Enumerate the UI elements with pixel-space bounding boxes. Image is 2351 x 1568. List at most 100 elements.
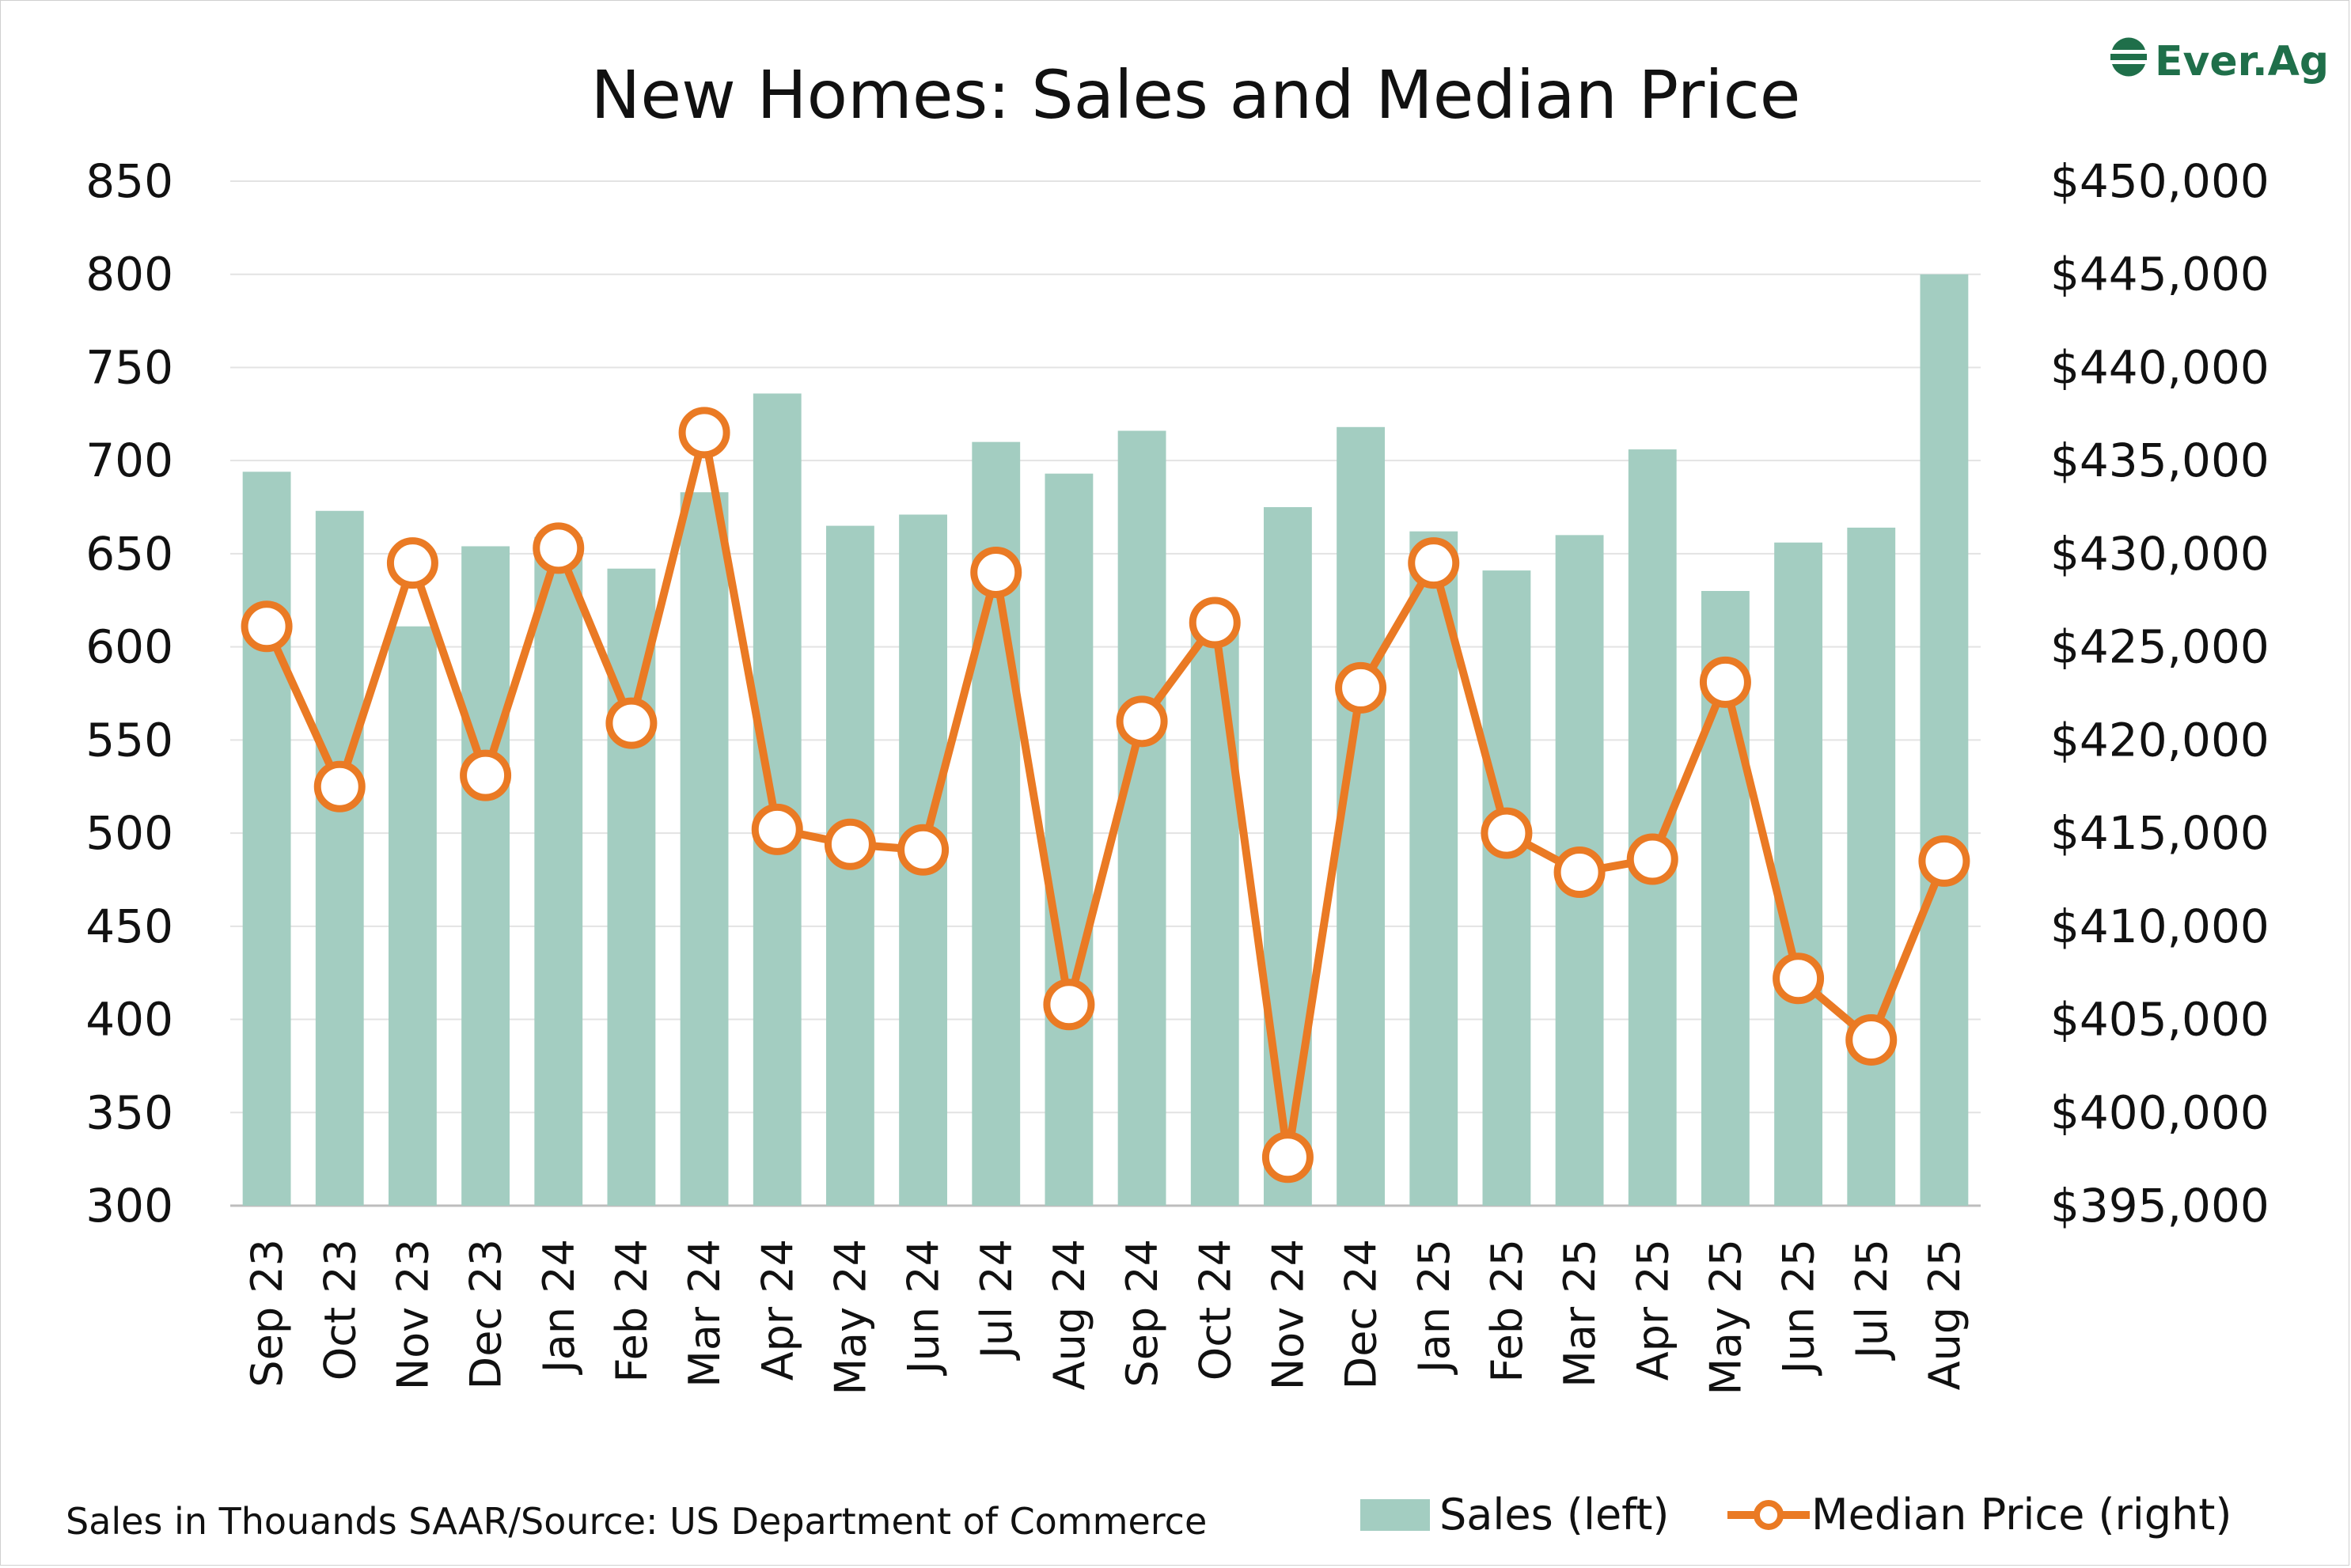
right-tick-label: $425,000 bbox=[2050, 620, 2269, 674]
median-price-point bbox=[241, 600, 293, 653]
x-tick-label: Dec 24 bbox=[1337, 1239, 1386, 1389]
left-tick-label: 800 bbox=[85, 248, 173, 301]
right-axis: $450,000 $445,000 $440,000 $435,000 $430,000… bbox=[2050, 154, 2269, 1233]
x-axis: Sep 23 Oct 23 Nov 23 Dec 23 Jan 24 Feb 24 Mar … bbox=[242, 1239, 1970, 1396]
median-price-point bbox=[1699, 656, 1751, 708]
legend-label-sales: Sales (left) bbox=[1439, 1490, 1670, 1540]
x-tick-label: Jul 24 bbox=[972, 1239, 1022, 1361]
x-tick-label: Nov 24 bbox=[1263, 1239, 1313, 1390]
x-tick-label: Mar 24 bbox=[680, 1239, 730, 1388]
x-tick-label: Jun 24 bbox=[899, 1239, 949, 1376]
left-tick-label: 300 bbox=[85, 1179, 173, 1233]
right-tick-label: $400,000 bbox=[2050, 1085, 2269, 1139]
left-tick-label: 750 bbox=[85, 340, 173, 394]
right-tick-label: $445,000 bbox=[2050, 248, 2269, 301]
left-axis: 850 800 750 700 650 600 550 500 450 400 350 300 bbox=[85, 154, 173, 1233]
source-footnote: Sales in Thouands SAAR/Source: US Depart… bbox=[66, 1500, 1207, 1543]
x-tick-label: Feb 25 bbox=[1482, 1239, 1532, 1383]
sales-bar bbox=[1190, 628, 1239, 1206]
median-price-point bbox=[1553, 846, 1606, 899]
x-tick-label: Mar 25 bbox=[1555, 1239, 1605, 1388]
legend: Sales (left) Median Price (right) bbox=[1360, 1490, 2232, 1540]
left-tick-label: 500 bbox=[85, 806, 173, 860]
sales-bars bbox=[242, 274, 1969, 1206]
legend-label-median-price: Median Price (right) bbox=[1811, 1490, 2232, 1540]
sales-bar bbox=[753, 393, 802, 1206]
left-tick-label: 600 bbox=[85, 620, 173, 674]
median-price-point bbox=[1335, 661, 1387, 714]
left-tick-label: 350 bbox=[85, 1085, 173, 1139]
median-price-point bbox=[533, 522, 585, 574]
median-price-point bbox=[1918, 835, 1970, 887]
sales-bar bbox=[1774, 542, 1822, 1206]
sales-bar bbox=[1920, 274, 1969, 1206]
right-tick-label: $415,000 bbox=[2050, 806, 2269, 860]
median-price-point bbox=[824, 818, 876, 870]
x-tick-label: Jan 25 bbox=[1409, 1239, 1459, 1375]
x-tick-label: Dec 23 bbox=[461, 1239, 511, 1389]
median-price-point bbox=[460, 749, 512, 801]
right-tick-label: $395,000 bbox=[2050, 1179, 2269, 1233]
left-tick-label: 450 bbox=[85, 900, 173, 953]
x-tick-label: Aug 25 bbox=[1920, 1239, 1970, 1390]
median-price-point bbox=[605, 697, 658, 749]
median-price-point bbox=[1408, 537, 1460, 589]
sales-bar bbox=[534, 536, 583, 1206]
legend-swatch-sales bbox=[1360, 1499, 1430, 1531]
gridlines bbox=[230, 180, 1981, 1207]
ever-ag-logo-icon bbox=[2110, 37, 2147, 77]
sales-bar bbox=[1482, 570, 1531, 1206]
median-price-point bbox=[1189, 597, 1241, 649]
sales-bar bbox=[680, 492, 729, 1206]
median-price-line bbox=[241, 407, 1970, 1184]
x-tick-label: Aug 24 bbox=[1045, 1239, 1094, 1390]
median-price-polyline bbox=[263, 428, 1948, 1161]
x-tick-label: Nov 23 bbox=[388, 1239, 438, 1390]
sales-bar bbox=[1117, 430, 1166, 1206]
sales-bar bbox=[1847, 527, 1896, 1206]
x-tick-label: Oct 23 bbox=[315, 1239, 365, 1381]
right-tick-label: $430,000 bbox=[2050, 527, 2269, 581]
x-tick-label: Oct 24 bbox=[1190, 1239, 1240, 1381]
x-tick-label: Jul 25 bbox=[1847, 1239, 1897, 1361]
median-price-point bbox=[1845, 1013, 1898, 1066]
sales-bar bbox=[1045, 473, 1094, 1206]
median-price-point bbox=[897, 824, 950, 876]
median-price-point bbox=[751, 803, 803, 855]
x-tick-label: Jan 24 bbox=[534, 1239, 584, 1375]
median-price-point bbox=[1481, 807, 1533, 859]
x-tick-label: Sep 23 bbox=[242, 1239, 292, 1388]
right-tick-label: $450,000 bbox=[2050, 154, 2269, 208]
left-tick-label: 850 bbox=[85, 154, 173, 208]
right-tick-label: $435,000 bbox=[2050, 434, 2269, 487]
sales-bar bbox=[461, 546, 510, 1206]
left-tick-label: 550 bbox=[85, 713, 173, 767]
chart-title: New Homes: Sales and Median Price bbox=[591, 56, 1801, 134]
legend-marker-median-price bbox=[1754, 1500, 1784, 1530]
ever-ag-logo: Ever.Ag bbox=[2110, 37, 2329, 85]
median-price-point bbox=[1626, 833, 1678, 885]
right-tick-label: $440,000 bbox=[2050, 340, 2269, 394]
sales-bar bbox=[389, 626, 437, 1206]
x-tick-label: Sep 24 bbox=[1117, 1239, 1167, 1388]
x-tick-label: Apr 25 bbox=[1628, 1239, 1678, 1381]
right-tick-label: $410,000 bbox=[2050, 900, 2269, 953]
x-tick-label: Feb 24 bbox=[607, 1239, 657, 1383]
x-tick-label: Jun 25 bbox=[1774, 1239, 1824, 1376]
sales-bar bbox=[1409, 531, 1458, 1206]
median-price-point bbox=[1773, 953, 1825, 1005]
x-tick-label: May 25 bbox=[1701, 1239, 1750, 1396]
median-price-point bbox=[313, 760, 366, 812]
x-tick-label: May 24 bbox=[825, 1239, 875, 1396]
median-price-point bbox=[678, 407, 730, 459]
left-tick-label: 400 bbox=[85, 993, 173, 1047]
right-tick-label: $405,000 bbox=[2050, 993, 2269, 1047]
median-price-point bbox=[970, 546, 1022, 598]
left-tick-label: 700 bbox=[85, 434, 173, 487]
sales-bar bbox=[242, 472, 291, 1206]
left-tick-label: 650 bbox=[85, 527, 173, 581]
sales-bar bbox=[1264, 507, 1312, 1206]
median-price-point bbox=[1043, 979, 1095, 1031]
x-tick-label: Apr 24 bbox=[753, 1239, 802, 1381]
